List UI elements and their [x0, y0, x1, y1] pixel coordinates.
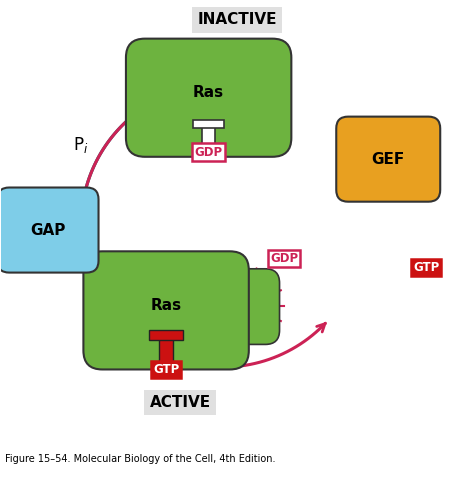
Bar	[202, 127, 215, 147]
Bar	[159, 338, 173, 363]
Bar	[193, 120, 224, 128]
Bar	[149, 330, 183, 340]
Text: INACTIVE: INACTIVE	[197, 12, 277, 27]
FancyBboxPatch shape	[0, 187, 99, 273]
Text: GAP: GAP	[30, 223, 65, 238]
Text: GTP: GTP	[413, 262, 439, 274]
FancyBboxPatch shape	[336, 116, 440, 202]
Text: Ras: Ras	[151, 298, 182, 313]
Text: GEF: GEF	[372, 152, 405, 167]
Text: GTP: GTP	[153, 363, 179, 376]
FancyBboxPatch shape	[126, 39, 292, 157]
Text: ACTIVE: ACTIVE	[150, 395, 211, 410]
Text: GDP: GDP	[270, 252, 298, 265]
FancyBboxPatch shape	[83, 251, 249, 369]
Text: Ras: Ras	[193, 85, 224, 101]
Text: GDP: GDP	[195, 146, 223, 159]
Text: P$_i$: P$_i$	[73, 135, 89, 155]
FancyBboxPatch shape	[199, 269, 280, 344]
Text: Figure 15–54. Molecular Biology of the Cell, 4th Edition.: Figure 15–54. Molecular Biology of the C…	[5, 454, 276, 464]
